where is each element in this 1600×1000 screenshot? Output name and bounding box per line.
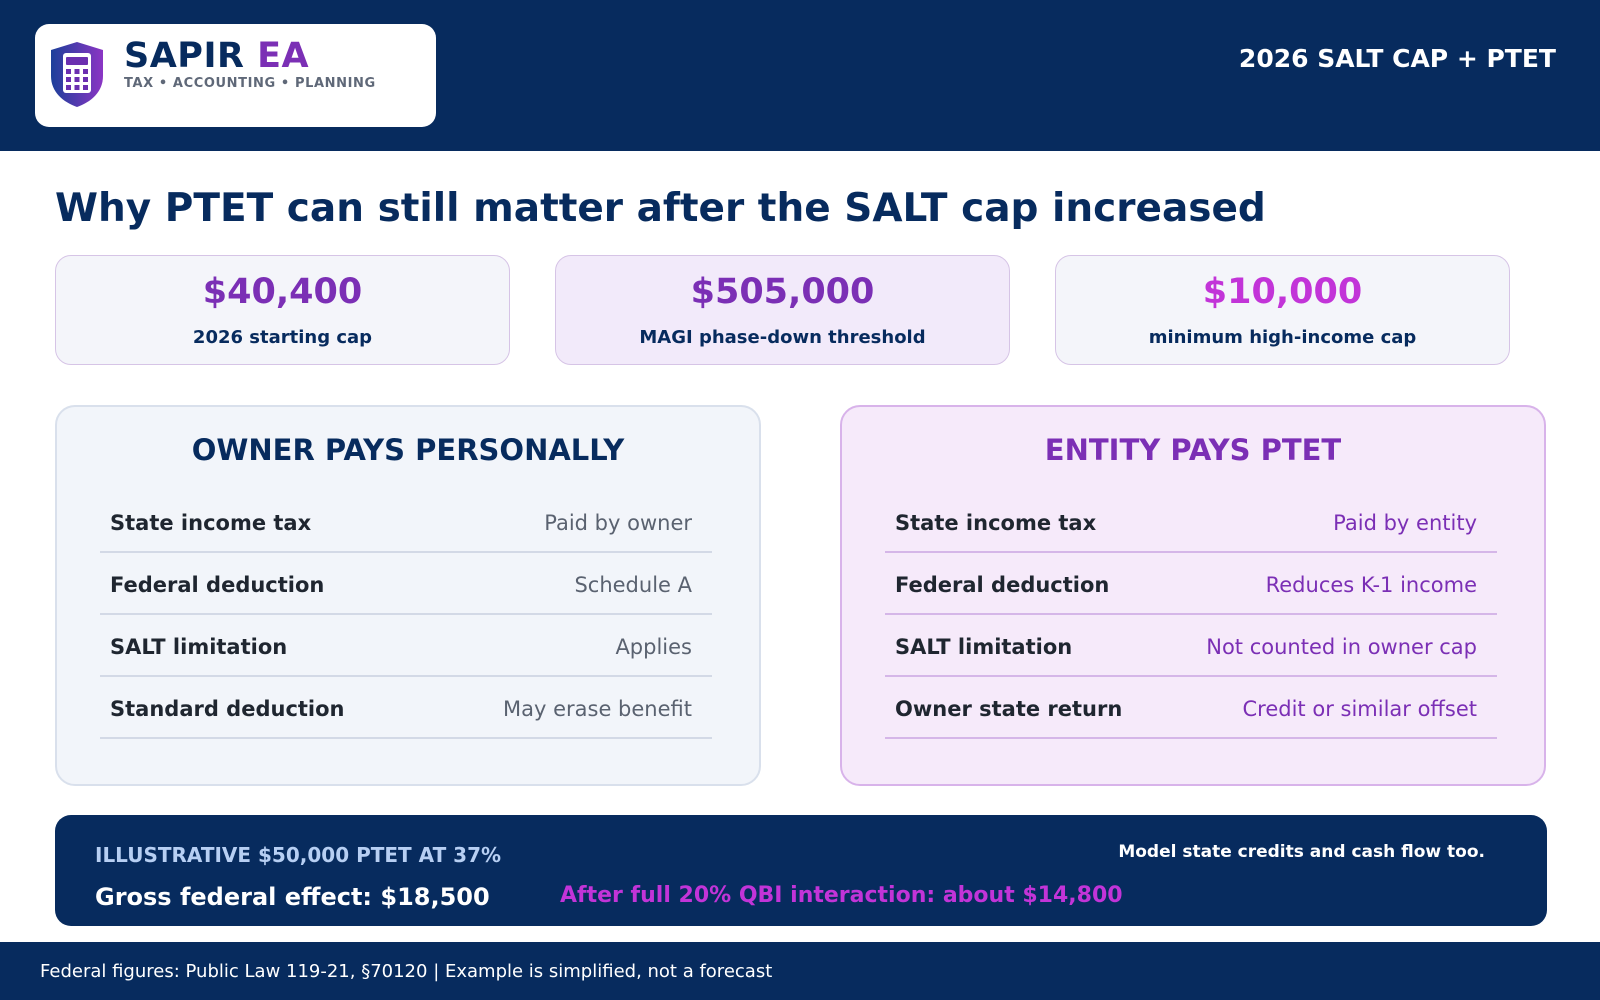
cash-flow-note: Model state credits and cash flow too.	[1118, 842, 1485, 862]
list-item: Standard deduction May erase benefit	[100, 677, 712, 739]
header-title: 2026 SALT CAP + PTET	[1238, 44, 1556, 73]
list-item: State income tax Paid by entity	[885, 491, 1497, 553]
row-label: SALT limitation	[895, 635, 1073, 659]
list-item: Owner state return Credit or similar off…	[885, 677, 1497, 739]
list-item: SALT limitation Not counted in owner cap	[885, 615, 1497, 677]
brand-name-main: SAPIR	[124, 36, 245, 76]
brand-name: SAPIR EA	[124, 36, 309, 76]
row-label: Federal deduction	[895, 573, 1110, 597]
row-label: State income tax	[110, 511, 312, 535]
gross-federal-effect: Gross federal effect: $18,500	[95, 883, 490, 911]
logo-card: SAPIR EA TAX • ACCOUNTING • PLANNING	[35, 24, 436, 127]
row-label: Federal deduction	[110, 573, 325, 597]
stat-value: $40,400	[202, 272, 363, 312]
footer-source-note: Federal figures: Public Law 119-21, §701…	[40, 961, 773, 982]
list-item: Federal deduction Schedule A	[100, 553, 712, 615]
entity-pays-panel: ENTITY PAYS PTET State income tax Paid b…	[840, 405, 1546, 786]
stat-label: MAGI phase-down threshold	[639, 327, 926, 348]
stat-card-minimum-cap: $10,000 minimum high-income cap	[1055, 255, 1510, 365]
stat-label: 2026 starting cap	[192, 327, 373, 348]
row-value: Paid by owner	[544, 511, 692, 535]
row-label: Owner state return	[895, 697, 1123, 721]
stat-value: $505,000	[690, 272, 875, 312]
brand-tagline: TAX • ACCOUNTING • PLANNING	[124, 76, 376, 91]
stat-card-starting-cap: $40,400 2026 starting cap	[55, 255, 510, 365]
comparison-list: State income tax Paid by entity Federal …	[885, 491, 1497, 739]
illustrative-example-bar: ILLUSTRATIVE $50,000 PTET AT 37% Gross f…	[55, 815, 1547, 926]
row-label: Standard deduction	[110, 697, 345, 721]
qbi-interaction-note: After full 20% QBI interaction: about $1…	[560, 883, 1123, 908]
list-item: SALT limitation Applies	[100, 615, 712, 677]
row-value: Credit or similar offset	[1242, 697, 1477, 721]
list-item: Federal deduction Reduces K-1 income	[885, 553, 1497, 615]
row-value: May erase benefit	[503, 697, 692, 721]
calculator-shield-icon	[51, 42, 103, 107]
comparison-list: State income tax Paid by owner Federal d…	[100, 491, 712, 739]
row-value: Reduces K-1 income	[1265, 573, 1477, 597]
row-value: Paid by entity	[1333, 511, 1477, 535]
row-label: SALT limitation	[110, 635, 288, 659]
example-heading: ILLUSTRATIVE $50,000 PTET AT 37%	[95, 843, 502, 867]
row-label: State income tax	[895, 511, 1097, 535]
brand-name-accent: EA	[257, 36, 310, 76]
header-bar: SAPIR EA TAX • ACCOUNTING • PLANNING 202…	[0, 0, 1600, 151]
row-value: Not counted in owner cap	[1206, 635, 1477, 659]
page-title: Why PTET can still matter after the SALT…	[55, 186, 1266, 231]
list-item: State income tax Paid by owner	[100, 491, 712, 553]
row-value: Applies	[615, 635, 692, 659]
stat-value: $10,000	[1202, 272, 1363, 312]
stat-label: minimum high-income cap	[1148, 327, 1417, 348]
footer-bar: Federal figures: Public Law 119-21, §701…	[0, 942, 1600, 1000]
panel-title: OWNER PAYS PERSONALLY	[191, 433, 625, 467]
stat-card-magi-threshold: $505,000 MAGI phase-down threshold	[555, 255, 1010, 365]
owner-pays-panel: OWNER PAYS PERSONALLY State income tax P…	[55, 405, 761, 786]
row-value: Schedule A	[574, 573, 692, 597]
panel-title: ENTITY PAYS PTET	[1044, 433, 1342, 467]
